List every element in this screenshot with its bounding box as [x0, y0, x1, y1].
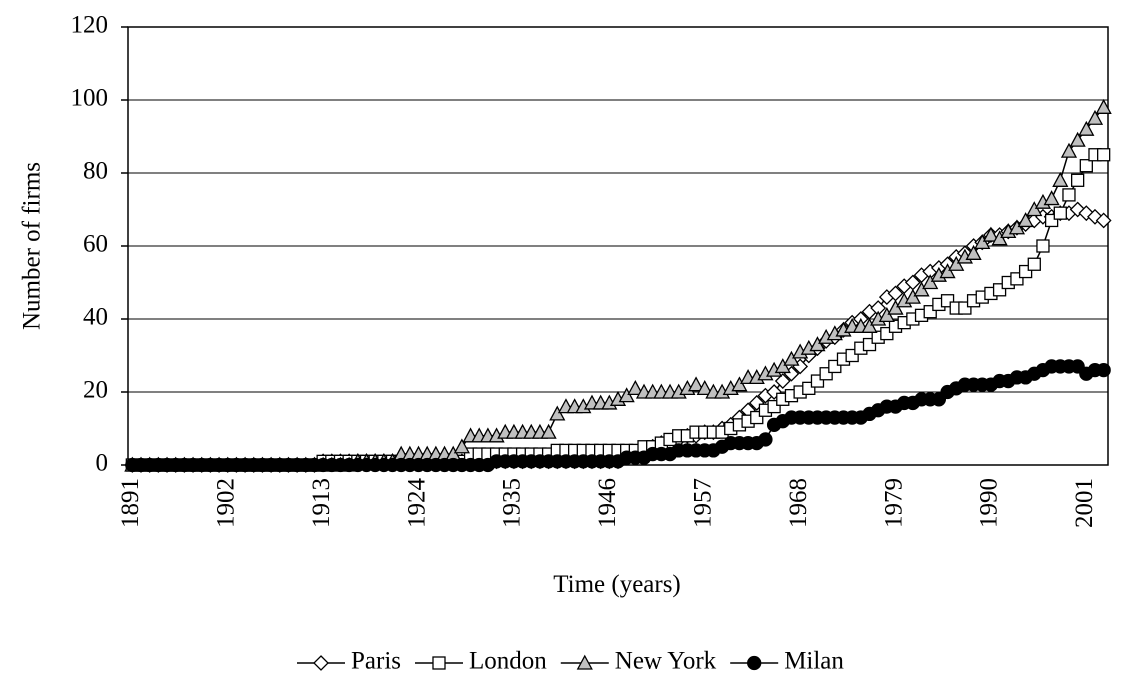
data-point — [1079, 159, 1093, 173]
data-point — [982, 226, 1000, 242]
data-point — [809, 336, 826, 352]
data-point — [965, 244, 982, 260]
legend-label: London — [469, 648, 547, 675]
data-point — [878, 306, 895, 323]
x-tick-label: 1946 — [594, 478, 621, 528]
legend-marker — [576, 654, 593, 670]
data-point — [861, 317, 878, 333]
data-point — [1027, 257, 1041, 271]
data-point — [696, 379, 713, 396]
data-point — [939, 263, 956, 279]
data-point — [1043, 190, 1060, 206]
x-axis-title: Time (years) — [553, 571, 681, 598]
series-line — [132, 208, 1104, 466]
data-point — [948, 255, 965, 271]
data-point — [1095, 98, 1112, 114]
x-tick-label: 2001 — [1071, 478, 1098, 528]
data-point — [1096, 362, 1111, 378]
y-tick-label: 80 — [83, 158, 108, 185]
y-tick-label: 60 — [83, 231, 108, 258]
data-point — [549, 405, 566, 421]
x-tick-label: 1979 — [880, 478, 907, 528]
data-point — [1069, 131, 1086, 147]
data-point — [922, 274, 939, 290]
data-point — [758, 432, 773, 447]
data-point — [627, 379, 644, 396]
data-point — [1060, 142, 1078, 158]
x-tick-label: 1968 — [785, 478, 812, 528]
legend-label: Milan — [784, 648, 844, 675]
legend: Paris London New York Milan — [297, 648, 844, 675]
x-tick-label: 1935 — [499, 478, 526, 528]
data-point — [974, 233, 991, 250]
data-point — [540, 423, 557, 439]
data-point — [1078, 120, 1095, 136]
data-point — [731, 376, 748, 392]
data-point — [1026, 201, 1043, 217]
data-point — [774, 373, 791, 389]
data-point — [1062, 188, 1076, 202]
y-tick-label: 40 — [83, 304, 108, 331]
x-tick-label: 1924 — [403, 478, 430, 529]
data-point — [783, 350, 800, 366]
data-point — [904, 288, 921, 304]
data-point — [991, 230, 1008, 246]
data-point — [1097, 148, 1111, 162]
legend-marker — [747, 655, 762, 671]
x-tick-label: 1957 — [689, 478, 716, 528]
y-tick-label: 120 — [71, 12, 109, 39]
x-tick-label: 1990 — [976, 478, 1003, 528]
y-tick-label: 20 — [83, 377, 108, 404]
data-point — [774, 358, 791, 374]
data-point — [687, 376, 705, 392]
legend-label: Paris — [351, 648, 401, 675]
data-point — [618, 387, 635, 403]
x-tick-label: 1913 — [308, 478, 335, 528]
data-point — [1053, 206, 1067, 220]
y-tick-label: 0 — [96, 450, 109, 477]
series-line — [132, 106, 1105, 466]
x-tick-label: 1891 — [117, 478, 144, 528]
legend-marker — [313, 655, 329, 671]
data-point — [1070, 173, 1085, 187]
data-point — [1086, 109, 1104, 125]
y-tick-label: 100 — [71, 85, 109, 112]
y-axis-title: Number of firms — [19, 162, 46, 330]
data-point — [1036, 239, 1050, 253]
legend-label: New York — [615, 648, 717, 675]
data-point — [1017, 212, 1034, 228]
data-point — [913, 281, 930, 297]
data-point — [453, 438, 470, 454]
data-point — [887, 299, 904, 315]
data-point — [1052, 171, 1069, 187]
data-point — [1095, 212, 1112, 229]
legend-marker — [432, 656, 446, 670]
x-tick-label: 1902 — [212, 478, 239, 528]
data-point — [1008, 219, 1026, 235]
